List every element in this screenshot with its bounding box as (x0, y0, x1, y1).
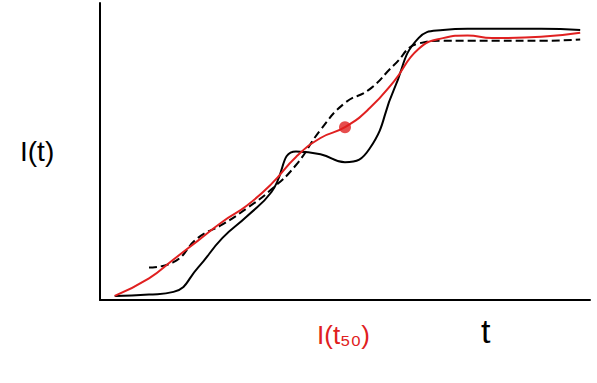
svg-text:I(t): I(t) (20, 136, 54, 167)
svg-text:I(t₅₀): I(t₅₀) (317, 320, 370, 350)
svg-text:t: t (481, 312, 491, 350)
